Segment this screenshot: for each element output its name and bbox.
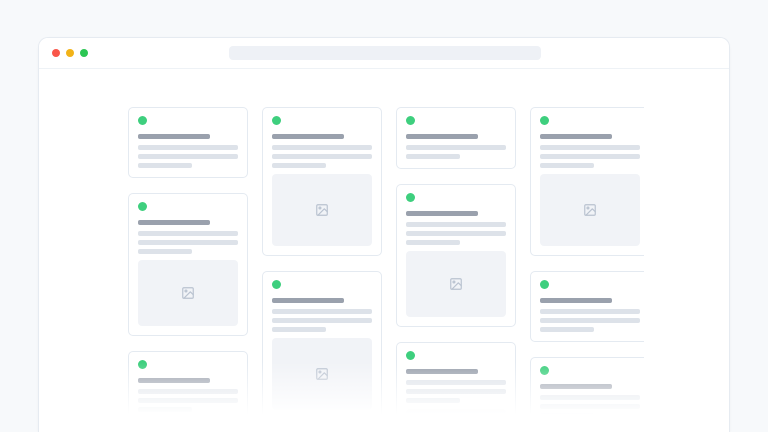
card-text-placeholder xyxy=(138,163,192,168)
card-text-placeholder xyxy=(406,154,460,159)
content-card[interactable] xyxy=(262,107,382,256)
card-thumbnail[interactable] xyxy=(272,338,372,410)
image-placeholder-icon xyxy=(450,278,462,290)
image-placeholder-icon xyxy=(182,287,194,299)
card-title-placeholder xyxy=(138,378,210,383)
card-title-placeholder xyxy=(406,369,478,374)
status-dot-icon xyxy=(540,116,549,125)
card-text-placeholder xyxy=(540,154,640,159)
content-card[interactable] xyxy=(128,107,248,178)
content-card[interactable] xyxy=(396,107,516,169)
card-text-placeholder xyxy=(406,398,460,403)
close-window-button[interactable] xyxy=(52,49,60,57)
card-text-placeholder xyxy=(138,398,238,403)
card-title-placeholder xyxy=(138,134,210,139)
card-text-placeholder xyxy=(406,145,506,150)
address-bar-input[interactable] xyxy=(229,46,541,60)
card-text-placeholder xyxy=(406,231,506,236)
card-column xyxy=(128,107,248,432)
card-text-placeholder xyxy=(138,240,238,245)
status-dot-icon xyxy=(540,280,549,289)
card-thumbnail[interactable] xyxy=(406,409,506,432)
card-title-placeholder xyxy=(406,134,478,139)
content-card[interactable] xyxy=(396,342,516,432)
traffic-light-group xyxy=(52,49,88,57)
card-text-placeholder xyxy=(272,318,372,323)
card-title-placeholder xyxy=(540,134,612,139)
image-placeholder-icon xyxy=(316,368,328,380)
card-text-placeholder xyxy=(406,389,506,394)
card-text-placeholder xyxy=(272,309,372,314)
maximize-window-button[interactable] xyxy=(80,49,88,57)
status-dot-icon xyxy=(138,360,147,369)
card-text-placeholder xyxy=(540,318,640,323)
content-card[interactable] xyxy=(530,107,650,256)
status-dot-icon xyxy=(138,116,147,125)
card-text-placeholder xyxy=(138,231,238,236)
card-thumbnail[interactable] xyxy=(138,260,238,326)
status-dot-icon xyxy=(272,116,281,125)
card-thumbnail[interactable] xyxy=(138,418,238,432)
card-text-placeholder xyxy=(406,222,506,227)
status-dot-icon xyxy=(540,366,549,375)
content-card[interactable] xyxy=(128,193,248,336)
card-text-placeholder xyxy=(540,395,640,400)
card-thumbnail[interactable] xyxy=(272,174,372,246)
image-placeholder-icon xyxy=(316,204,328,216)
card-text-placeholder xyxy=(138,389,238,394)
status-dot-icon xyxy=(406,351,415,360)
content-card[interactable] xyxy=(396,184,516,327)
card-text-placeholder xyxy=(540,404,640,409)
card-title-placeholder xyxy=(138,220,210,225)
card-text-placeholder xyxy=(540,413,594,418)
card-thumbnail[interactable] xyxy=(540,174,640,246)
card-text-placeholder xyxy=(138,407,192,412)
card-text-placeholder xyxy=(540,163,594,168)
browser-titlebar xyxy=(39,38,729,69)
card-text-placeholder xyxy=(138,249,192,254)
card-title-placeholder xyxy=(540,298,612,303)
content-card[interactable] xyxy=(530,357,650,432)
content-card[interactable] xyxy=(262,271,382,420)
card-text-placeholder xyxy=(272,154,372,159)
card-text-placeholder xyxy=(138,145,238,150)
card-column xyxy=(530,107,650,432)
card-thumbnail[interactable] xyxy=(406,251,506,317)
browser-window xyxy=(38,37,730,432)
status-dot-icon xyxy=(138,202,147,211)
card-text-placeholder xyxy=(272,327,326,332)
card-text-placeholder xyxy=(540,327,594,332)
image-placeholder-icon xyxy=(584,204,596,216)
card-text-placeholder xyxy=(406,380,506,385)
card-title-placeholder xyxy=(406,211,478,216)
content-card[interactable] xyxy=(530,271,650,342)
card-title-placeholder xyxy=(540,384,612,389)
minimize-window-button[interactable] xyxy=(66,49,74,57)
card-text-placeholder xyxy=(138,154,238,159)
status-dot-icon xyxy=(272,280,281,289)
status-dot-icon xyxy=(406,116,415,125)
card-column xyxy=(262,107,382,432)
page-content xyxy=(39,69,729,432)
card-grid xyxy=(128,107,650,432)
card-text-placeholder xyxy=(272,145,372,150)
card-title-placeholder xyxy=(272,134,344,139)
status-dot-icon xyxy=(406,193,415,202)
card-text-placeholder xyxy=(540,309,640,314)
card-thumbnail[interactable] xyxy=(540,424,640,432)
content-card[interactable] xyxy=(128,351,248,432)
card-column xyxy=(396,107,516,432)
card-title-placeholder xyxy=(272,298,344,303)
card-text-placeholder xyxy=(272,163,326,168)
card-text-placeholder xyxy=(540,145,640,150)
card-text-placeholder xyxy=(406,240,460,245)
